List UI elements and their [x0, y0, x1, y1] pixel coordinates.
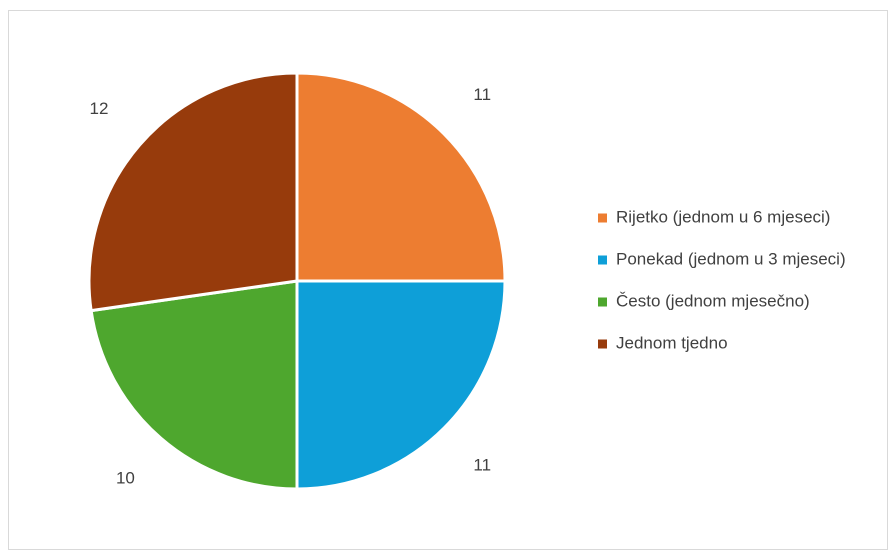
pie-slice-1 — [295, 279, 507, 491]
data-label-3: 12 — [90, 99, 109, 118]
legend: Rijetko (jednom u 6 mjeseci) Ponekad (jed… — [598, 207, 846, 352]
legend-label-0: Rijetko (jednom u 6 mjeseci) — [616, 207, 830, 226]
pie-slice-0 — [295, 71, 507, 283]
pie-slice-2 — [89, 279, 299, 491]
legend-label-1: Ponekad (jednom u 3 mjeseci) — [616, 249, 846, 268]
legend-item-3: Jednom tjedno — [598, 333, 728, 352]
legend-label-3: Jednom tjedno — [616, 333, 728, 352]
legend-swatch-3 — [598, 339, 607, 349]
pie-slices — [87, 71, 507, 491]
legend-swatch-1 — [598, 255, 607, 265]
data-label-2: 10 — [116, 468, 135, 487]
data-labels: 11 11 10 12 — [90, 85, 492, 487]
legend-label-2: Često (jednom mjesečno) — [616, 291, 810, 310]
data-label-0: 11 — [473, 85, 491, 104]
data-label-1: 11 — [473, 456, 491, 475]
legend-item-2: Često (jednom mjesečno) — [598, 291, 810, 310]
legend-swatch-2 — [598, 297, 607, 307]
pie-slice-3 — [87, 71, 299, 313]
legend-swatch-0 — [598, 213, 607, 223]
legend-item-1: Ponekad (jednom u 3 mjeseci) — [598, 249, 846, 268]
legend-item-0: Rijetko (jednom u 6 mjeseci) — [598, 207, 830, 226]
